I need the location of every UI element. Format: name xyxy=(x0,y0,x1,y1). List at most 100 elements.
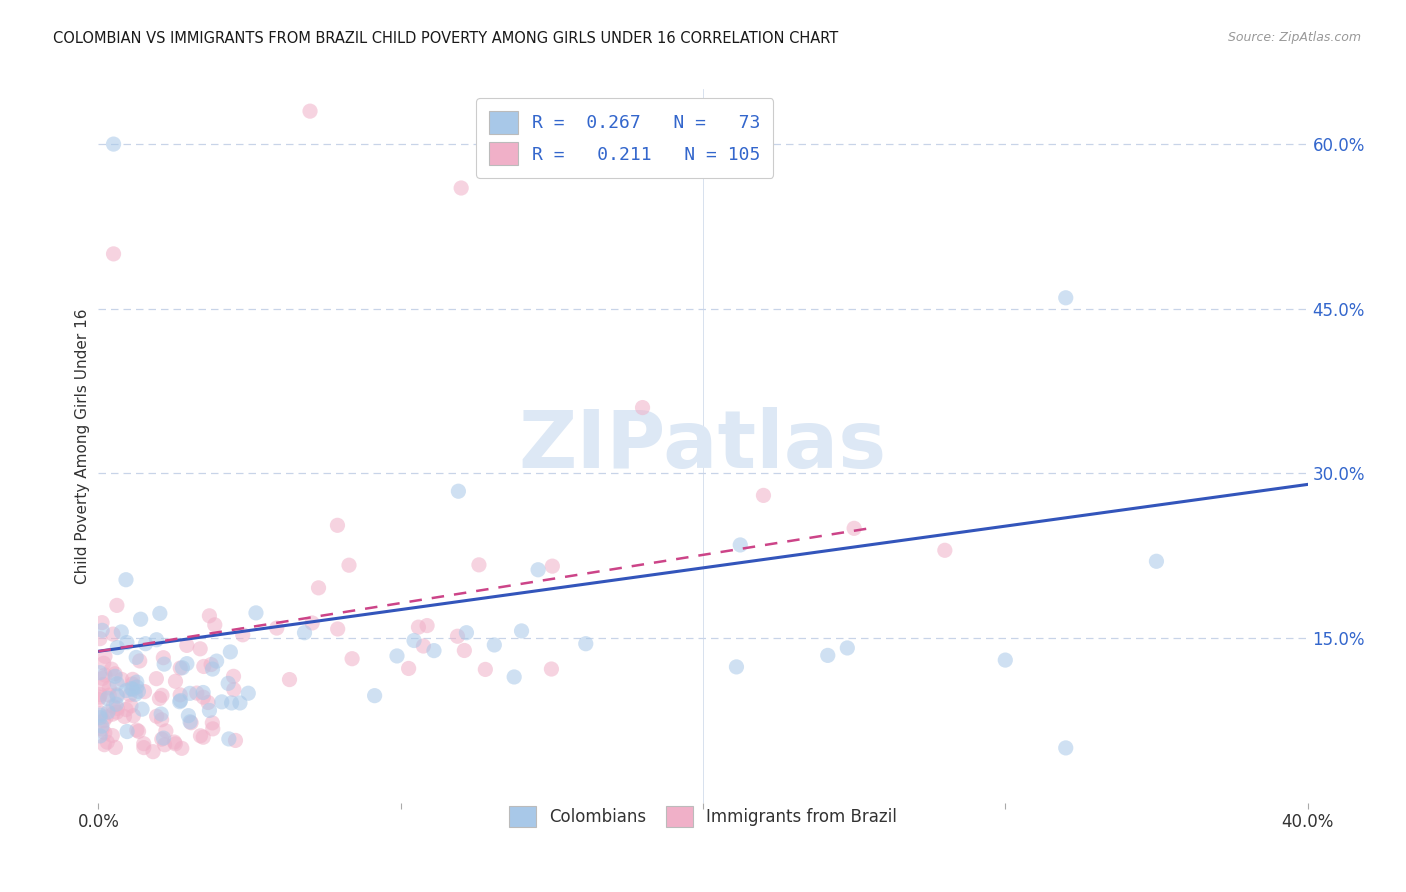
Point xyxy=(125,675,148,690)
Point xyxy=(200,657,222,672)
Point xyxy=(190,729,212,743)
Point xyxy=(211,695,233,709)
Point xyxy=(134,684,156,698)
Point xyxy=(91,722,114,736)
Point xyxy=(93,677,115,691)
Point xyxy=(115,573,138,587)
Point xyxy=(484,638,506,652)
Point xyxy=(91,615,114,630)
Point xyxy=(752,488,775,502)
Point xyxy=(93,714,115,728)
Point xyxy=(201,662,224,676)
Point xyxy=(308,581,330,595)
Point xyxy=(176,639,198,653)
Point xyxy=(125,680,148,694)
Point xyxy=(93,738,115,752)
Point xyxy=(177,708,200,723)
Point xyxy=(105,640,128,655)
Point xyxy=(165,737,187,751)
Point xyxy=(163,735,186,749)
Point xyxy=(1054,740,1077,755)
Point xyxy=(120,681,142,696)
Point xyxy=(245,606,267,620)
Point xyxy=(204,617,226,632)
Point xyxy=(150,732,173,747)
Point xyxy=(152,650,174,665)
Point xyxy=(128,654,150,668)
Point xyxy=(148,691,170,706)
Point xyxy=(456,625,478,640)
Point xyxy=(232,628,254,642)
Point xyxy=(176,657,198,671)
Point xyxy=(104,669,127,683)
Point xyxy=(224,733,246,747)
Point xyxy=(153,657,176,672)
Point xyxy=(145,709,167,723)
Point xyxy=(423,643,446,657)
Point xyxy=(844,521,866,535)
Point xyxy=(97,691,120,706)
Point xyxy=(124,687,146,701)
Point xyxy=(114,709,136,723)
Point xyxy=(186,686,208,700)
Point xyxy=(278,673,301,687)
Point xyxy=(179,686,201,700)
Point xyxy=(122,708,145,723)
Point xyxy=(98,688,121,702)
Point xyxy=(398,661,420,675)
Point xyxy=(197,696,219,710)
Point xyxy=(104,666,127,681)
Point xyxy=(205,654,228,668)
Point xyxy=(115,724,138,739)
Point xyxy=(127,684,149,698)
Point xyxy=(118,688,141,702)
Point xyxy=(229,696,252,710)
Point xyxy=(89,688,111,702)
Point xyxy=(201,715,224,730)
Point xyxy=(121,673,143,687)
Point xyxy=(101,627,124,641)
Point xyxy=(179,714,201,729)
Text: ZIPatlas: ZIPatlas xyxy=(519,407,887,485)
Point xyxy=(131,702,153,716)
Point xyxy=(150,713,173,727)
Point xyxy=(385,648,408,663)
Point xyxy=(169,695,191,709)
Point xyxy=(416,618,439,632)
Point xyxy=(217,676,239,690)
Point xyxy=(188,641,211,656)
Point xyxy=(104,740,127,755)
Point xyxy=(817,648,839,663)
Point xyxy=(446,629,468,643)
Point xyxy=(402,633,425,648)
Point xyxy=(169,688,191,702)
Point xyxy=(337,558,360,573)
Point xyxy=(172,661,194,675)
Point xyxy=(363,689,385,703)
Point xyxy=(447,484,470,499)
Point xyxy=(198,608,221,623)
Point xyxy=(121,677,143,691)
Point xyxy=(132,737,155,751)
Point xyxy=(89,665,111,680)
Point xyxy=(294,625,316,640)
Point xyxy=(837,640,859,655)
Point xyxy=(96,735,118,749)
Legend: Colombians, Immigrants from Brazil: Colombians, Immigrants from Brazil xyxy=(502,799,904,834)
Point xyxy=(541,559,564,574)
Point xyxy=(105,688,128,702)
Point xyxy=(152,731,174,745)
Point xyxy=(105,677,128,691)
Point xyxy=(222,682,245,697)
Point xyxy=(121,682,143,697)
Point xyxy=(94,649,117,664)
Point xyxy=(93,657,115,671)
Point xyxy=(191,685,214,699)
Point xyxy=(1144,554,1167,568)
Point xyxy=(153,738,176,752)
Point xyxy=(510,624,533,638)
Point xyxy=(98,681,121,695)
Point xyxy=(111,673,134,687)
Point xyxy=(90,706,112,721)
Point xyxy=(97,705,120,719)
